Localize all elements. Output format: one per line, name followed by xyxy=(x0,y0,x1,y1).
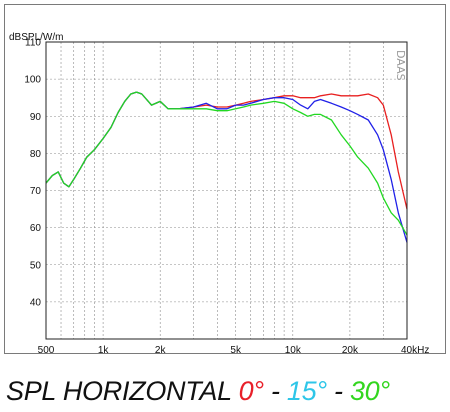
y-tick-label: 90 xyxy=(30,112,42,123)
daas-watermark: DAAS xyxy=(394,50,407,81)
x-tick-label: 10k xyxy=(285,345,302,353)
plot-border xyxy=(45,41,408,340)
y-tick-label: 40 xyxy=(30,297,42,308)
y-tick-label: 70 xyxy=(30,186,42,197)
y-tick-label: 80 xyxy=(30,149,42,160)
x-tick-label: 20k xyxy=(342,345,359,353)
x-tick-label: 1k xyxy=(98,345,110,353)
x-tick-label: 500 xyxy=(38,345,55,353)
grid xyxy=(45,41,408,340)
x-tick-label: 2k xyxy=(155,345,167,353)
y-axis-label: dBSPL/W/m xyxy=(9,32,63,43)
series-line-1 xyxy=(45,91,408,243)
y-tick-label: 100 xyxy=(24,75,41,86)
chart-frame: 40 50 60 70 80 90 100 110 500 1k 2k 5k 10k 20k 40kHz d… xyxy=(4,4,446,354)
tick-labels: 40 50 60 70 80 90 100 110 500 1k 2k 5k 10k 20k 40kHz xyxy=(24,38,429,354)
spl-chart: 40 50 60 70 80 90 100 110 500 1k 2k 5k 10k 20k 40kHz d… xyxy=(9,32,429,354)
caption-15-deg: 15° xyxy=(286,376,327,406)
x-tick-label: 40kHz xyxy=(401,345,429,353)
y-tick-label: 60 xyxy=(30,223,42,234)
y-tick-label: 50 xyxy=(30,260,42,271)
x-tick-label: 5k xyxy=(230,345,242,353)
caption-separator: - xyxy=(326,376,350,406)
caption-separator: - xyxy=(263,376,287,406)
caption: SPL HORIZONTAL 0° - 15° - 30° xyxy=(6,376,390,407)
caption-title: SPL HORIZONTAL xyxy=(6,376,239,406)
series-line-2 xyxy=(45,91,408,236)
series-layer xyxy=(45,91,408,243)
caption-30-deg: 30° xyxy=(349,376,390,406)
y-tick-label: 110 xyxy=(25,38,41,49)
caption-0-deg: 0° xyxy=(238,376,265,406)
